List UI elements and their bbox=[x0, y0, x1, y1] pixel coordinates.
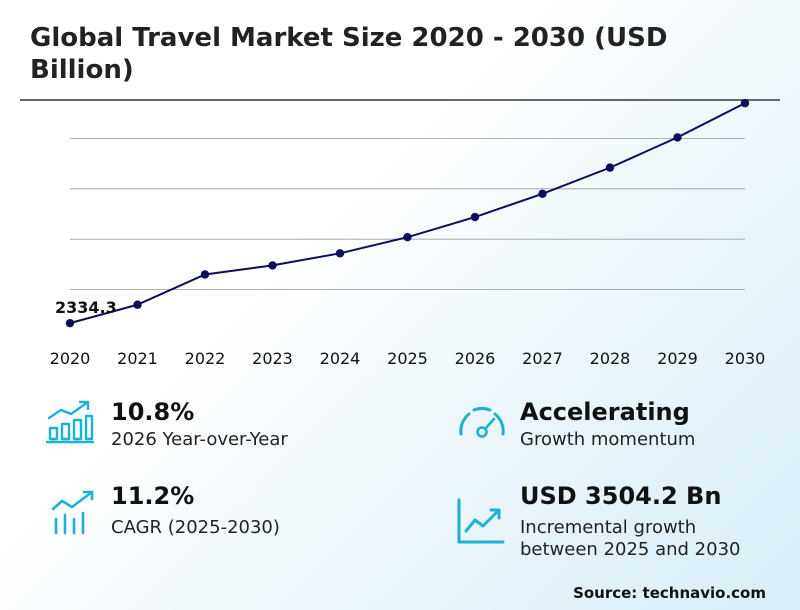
title-divider bbox=[20, 99, 780, 101]
data-point-2024 bbox=[335, 249, 345, 258]
bar-chart-growth-icon bbox=[46, 400, 94, 444]
data-point-2026 bbox=[470, 212, 480, 222]
chart-title: Global Travel Market Size 2020 - 2030 (U… bbox=[30, 23, 668, 85]
data-point-2022 bbox=[200, 270, 210, 279]
trend-bars-icon bbox=[51, 490, 94, 535]
stat-yoy-label: 2026 Year-over-Year bbox=[111, 429, 288, 450]
source-credit: Source: technavio.com bbox=[573, 584, 766, 602]
x-tick-label-2026: 2026 bbox=[455, 349, 496, 368]
trend-line-icon bbox=[457, 498, 505, 544]
data-point-2029 bbox=[673, 133, 682, 142]
stat-cagr-value: 11.2% bbox=[111, 482, 195, 510]
data-point-2027 bbox=[538, 189, 547, 199]
x-tick-label-2023: 2023 bbox=[252, 349, 293, 368]
stat-momentum-label: Growth momentum bbox=[520, 429, 696, 450]
x-tick-label-2029: 2029 bbox=[657, 349, 698, 368]
x-tick-label-2022: 2022 bbox=[185, 349, 226, 368]
data-point-2021 bbox=[133, 300, 142, 309]
stat-incremental-value: USD 3504.2 Bn bbox=[520, 482, 722, 510]
gridlines bbox=[70, 137, 745, 291]
data-point-2028 bbox=[605, 163, 615, 172]
x-tick-label-2028: 2028 bbox=[590, 349, 631, 368]
x-tick-label-2025: 2025 bbox=[387, 349, 428, 368]
data-labels: 2334.3 bbox=[55, 298, 117, 317]
series-line bbox=[69, 102, 746, 325]
x-tick-label-2027: 2027 bbox=[522, 349, 563, 368]
data-point-2020 bbox=[65, 318, 75, 328]
x-tick-label-2024: 2024 bbox=[320, 349, 361, 368]
stat-cagr-label: CAGR (2025-2030) bbox=[111, 517, 280, 538]
x-axis-ticks: 2020 2021 2022 2023 2024 2025 2026 2027 2028 2029… bbox=[50, 349, 766, 368]
line-chart: 2334.3 2020 2021 2022 2023 2024 2025 2026 2027 2… bbox=[50, 98, 766, 368]
data-point-2025 bbox=[403, 232, 412, 242]
stat-yoy-value: 10.8% bbox=[111, 398, 195, 426]
speedometer-icon bbox=[459, 407, 505, 438]
series-line-path bbox=[69, 102, 746, 325]
x-tick-label-2030: 2030 bbox=[725, 349, 766, 368]
data-point-2030 bbox=[740, 98, 750, 108]
stat-incremental-label-2: between 2025 and 2030 bbox=[520, 539, 741, 560]
stat-incremental-label-1: Incremental growth bbox=[520, 517, 697, 538]
data-label-2020: 2334.3 bbox=[55, 298, 117, 317]
data-point-2023 bbox=[268, 261, 277, 270]
stat-momentum-value: Accelerating bbox=[520, 398, 690, 426]
data-points bbox=[65, 98, 750, 328]
x-tick-label-2021: 2021 bbox=[117, 349, 158, 368]
x-tick-label-2020: 2020 bbox=[50, 349, 91, 368]
